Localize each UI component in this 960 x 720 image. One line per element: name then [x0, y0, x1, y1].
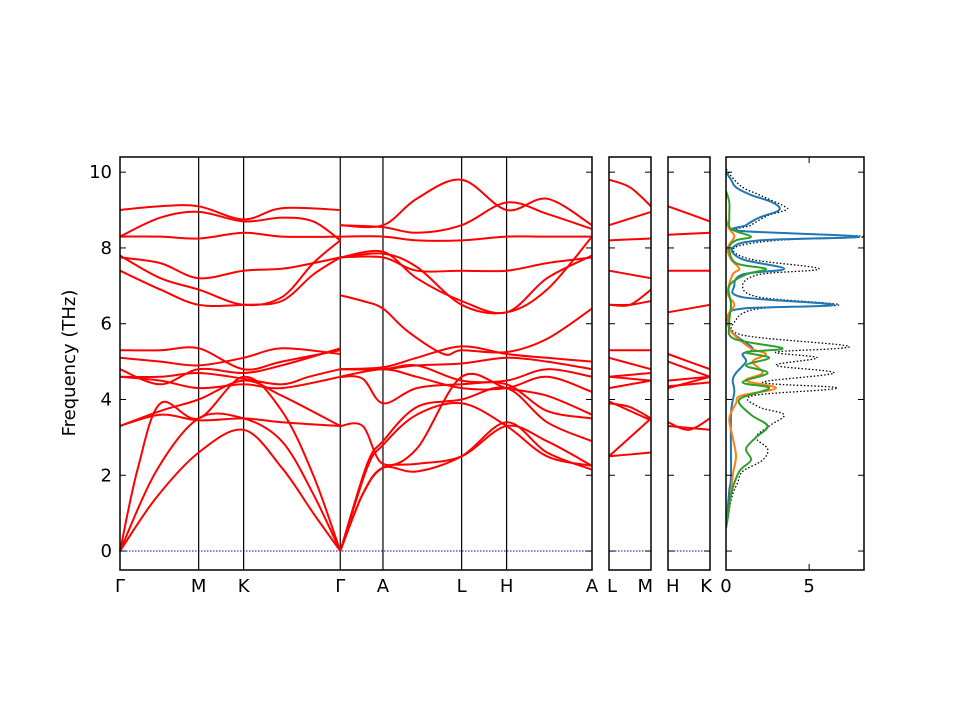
x-tick-label: 5 [803, 576, 814, 597]
x-tick-label: Γ [335, 576, 345, 597]
panel-frame [119, 156, 593, 571]
band-line [340, 294, 593, 356]
band-line [339, 421, 593, 552]
x-tick-label: M [191, 576, 207, 597]
panel-frame [667, 156, 711, 571]
band-line [667, 205, 711, 223]
panel-frame [608, 156, 652, 571]
band-line [340, 235, 592, 242]
band-line [119, 346, 341, 371]
y-axis-label: Frequency (THz) [59, 290, 80, 437]
band-line [119, 368, 341, 386]
band-line [119, 347, 341, 386]
band-line [340, 372, 593, 467]
band-line [339, 401, 593, 552]
y-tick-label: 8 [101, 238, 112, 259]
band-line [608, 356, 652, 371]
x-tick-label: A [377, 576, 390, 597]
band-line [340, 249, 593, 315]
band-line [667, 303, 711, 314]
band-line [608, 451, 652, 458]
dos-curve-dos_1 [726, 171, 861, 529]
band-line [667, 381, 711, 388]
x-tick-label: H [500, 576, 514, 597]
band-line [339, 424, 593, 552]
band-line [119, 428, 342, 552]
dos-curve-dos_3 [726, 190, 784, 529]
band-line [608, 400, 652, 422]
y-tick-label: 4 [101, 389, 112, 410]
panel-frame [725, 156, 865, 571]
x-tick-label: K [238, 576, 251, 597]
band-line [608, 178, 652, 208]
x-tick-label: M [637, 576, 653, 597]
band-line [608, 375, 652, 382]
y-tick-label: 10 [89, 162, 112, 183]
y-tick-label: 0 [101, 541, 112, 562]
band-line [667, 360, 711, 378]
band-line [608, 379, 652, 390]
band-line [119, 210, 341, 242]
band-line [667, 353, 711, 371]
x-tick-label: 0 [720, 576, 731, 597]
band-line [340, 235, 593, 315]
band-line [119, 231, 341, 240]
band-panel-main: 0 2 4 6 8 10 Γ M K Γ A L H A [89, 156, 599, 597]
band-line [667, 231, 711, 236]
dos-curves [726, 168, 864, 529]
y-tick-label: 6 [101, 314, 112, 335]
band-line [340, 356, 593, 371]
band-line [667, 425, 711, 431]
band-line [608, 237, 652, 242]
x-tick-label: H [666, 576, 680, 597]
band-line [608, 210, 652, 227]
x-tick-label: L [607, 576, 617, 597]
band-line [119, 412, 342, 552]
band-line [119, 256, 341, 280]
band-line [608, 417, 652, 458]
x-tick-label: L [457, 576, 467, 597]
band-line [339, 386, 593, 552]
dos-curve-dos_total [726, 168, 864, 529]
x-tick-label: Γ [115, 576, 125, 597]
x-tick-label: K [700, 576, 713, 597]
band-line [340, 201, 593, 234]
band-line [340, 178, 593, 229]
band-line [119, 347, 341, 367]
band-line [608, 288, 652, 307]
band-line [119, 413, 341, 427]
band-line [119, 204, 341, 221]
band-line [340, 345, 593, 371]
band-line [667, 417, 711, 431]
band-line [119, 375, 342, 552]
band-line [608, 372, 652, 378]
y-tick-label: 2 [101, 465, 112, 486]
band-line [119, 375, 341, 390]
band-line [340, 255, 593, 273]
band-line [340, 375, 593, 420]
x-tick-label: A [586, 576, 599, 597]
band-line [608, 269, 652, 280]
